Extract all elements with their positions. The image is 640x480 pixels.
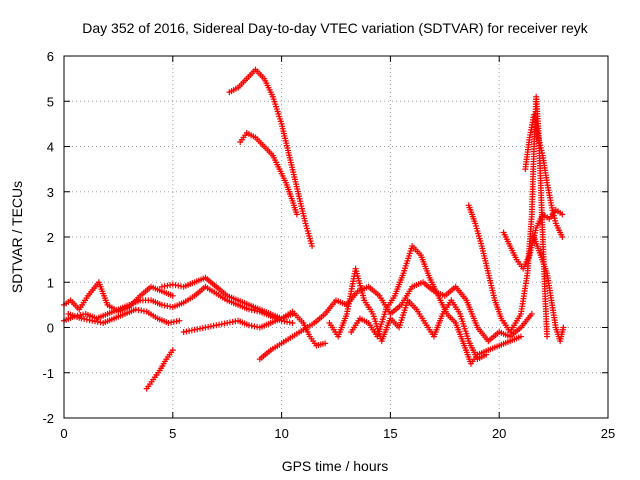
y-tick-label: 3 xyxy=(47,185,54,200)
x-tick-label: 25 xyxy=(601,426,615,441)
series-track-5 xyxy=(180,310,296,336)
series-track-10 xyxy=(226,66,316,250)
data-point xyxy=(169,292,176,299)
data-point xyxy=(560,324,567,331)
x-tick-label: 15 xyxy=(383,426,397,441)
series-track-9 xyxy=(326,265,490,363)
y-tick-label: 4 xyxy=(47,140,54,155)
y-tick-label: -2 xyxy=(42,411,54,426)
data-point xyxy=(176,317,183,324)
y-tick-label: -1 xyxy=(42,366,54,381)
series-track-12 xyxy=(465,93,551,340)
data-point xyxy=(322,340,329,347)
y-tick-label: 0 xyxy=(47,321,54,336)
y-tick-label: 6 xyxy=(47,49,54,64)
x-tick-label: 10 xyxy=(274,426,288,441)
data-point xyxy=(544,333,551,340)
data-point xyxy=(517,333,524,340)
axis-ticks: 0 5 10 15 20 25 -2 -1 0 1 2 3 4 5 6 xyxy=(42,49,615,441)
data-point xyxy=(293,211,300,218)
y-tick-label: 1 xyxy=(47,275,54,290)
y-tick-label: 5 xyxy=(47,94,54,109)
data-point xyxy=(559,211,566,218)
y-axis-label: SDTVAR / TECUs xyxy=(9,181,25,293)
y-tick-label: 2 xyxy=(47,230,54,245)
series-track-3 xyxy=(65,306,183,326)
grid-layer xyxy=(64,56,608,418)
data-point xyxy=(289,319,296,326)
x-tick-label: 5 xyxy=(169,426,176,441)
data-point xyxy=(528,310,535,317)
series-track-11 xyxy=(237,129,300,218)
series-track-13 xyxy=(500,206,566,272)
x-tick-label: 0 xyxy=(60,426,67,441)
chart-title: Day 352 of 2016, Sidereal Day-to-day VTE… xyxy=(82,20,588,36)
series-track-15 xyxy=(531,234,567,345)
x-axis-label: GPS time / hours xyxy=(282,458,389,474)
data-point xyxy=(309,243,316,250)
series-track-1 xyxy=(61,279,176,315)
data-point xyxy=(483,351,490,358)
x-tick-label: 20 xyxy=(492,426,506,441)
series-track-6 xyxy=(143,347,176,392)
data-point xyxy=(169,347,176,354)
data-point xyxy=(559,234,566,240)
series-track-14 xyxy=(522,111,566,240)
data-point xyxy=(289,310,296,317)
